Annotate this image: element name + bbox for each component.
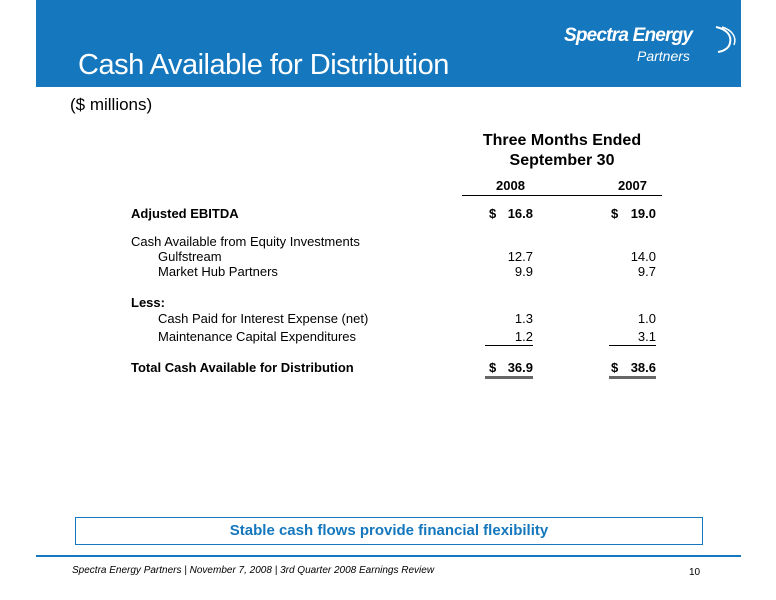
value-2008: 9.9: [514, 264, 533, 279]
logo-sub-text: Partners: [637, 48, 690, 64]
row-label-gulfstream: Gulfstream: [158, 249, 222, 264]
value-2007: 19.0: [630, 206, 656, 221]
logo-swoosh-icon: [715, 26, 736, 53]
period-line-1: Three Months Ended: [482, 132, 642, 149]
row-label-equity-investments: Cash Available from Equity Investments: [131, 234, 360, 249]
column-header-2008: 2008: [496, 178, 525, 193]
page-number: 10: [689, 567, 701, 578]
value-2008: 36.9: [507, 360, 533, 375]
slide-title: Cash Available for Distribution: [78, 49, 449, 81]
value-2008: 1.2: [514, 329, 533, 344]
column-header-2007: 2007: [618, 178, 647, 193]
footer-text: Spectra Energy Partners | November 7, 20…: [72, 565, 435, 576]
value-2007: 3.1: [637, 329, 656, 344]
key-message-banner: Stable cash flows provide financial flex…: [75, 517, 703, 545]
currency-symbol: $: [489, 360, 497, 375]
total-double-rule-2007: [609, 376, 656, 379]
currency-symbol: $: [611, 206, 619, 221]
row-label-maintenance-capex: Maintenance Capital Expenditures: [158, 329, 357, 344]
value-2007: 1.0: [637, 311, 656, 326]
row-label-interest-expense: Cash Paid for Interest Expense (net): [158, 311, 369, 326]
spectra-energy-partners-logo: Spectra Energy Partners: [564, 25, 749, 70]
value-2008: 16.8: [507, 206, 533, 221]
value-2008: 12.7: [507, 249, 533, 264]
units-subtitle: ($ millions): [70, 95, 153, 114]
value-2007: 14.0: [630, 249, 656, 264]
value-2007: 9.7: [637, 264, 656, 279]
total-double-rule-2008: [485, 376, 533, 379]
header-bar: Cash Available for Distribution Spectra …: [36, 0, 741, 87]
period-header: Three Months Ended September 30: [462, 131, 662, 171]
subtotal-rule-2008: [485, 345, 533, 346]
logo-main-text: Spectra Energy: [564, 25, 693, 46]
value-2008: 1.3: [514, 311, 533, 326]
subtotal-rule-2007: [609, 345, 656, 346]
row-label-less: Less:: [131, 295, 165, 310]
footer-rule: [36, 555, 741, 557]
currency-symbol: $: [611, 360, 619, 375]
value-2007: 38.6: [630, 360, 656, 375]
row-label-adjusted-ebitda: Adjusted EBITDA: [131, 206, 239, 221]
currency-symbol: $: [489, 206, 497, 221]
row-label-market-hub-partners: Market Hub Partners: [158, 264, 278, 279]
period-line-2: September 30: [509, 152, 615, 169]
row-label-total-cash: Total Cash Available for Distribution: [131, 360, 354, 375]
header-rule: [462, 195, 662, 196]
